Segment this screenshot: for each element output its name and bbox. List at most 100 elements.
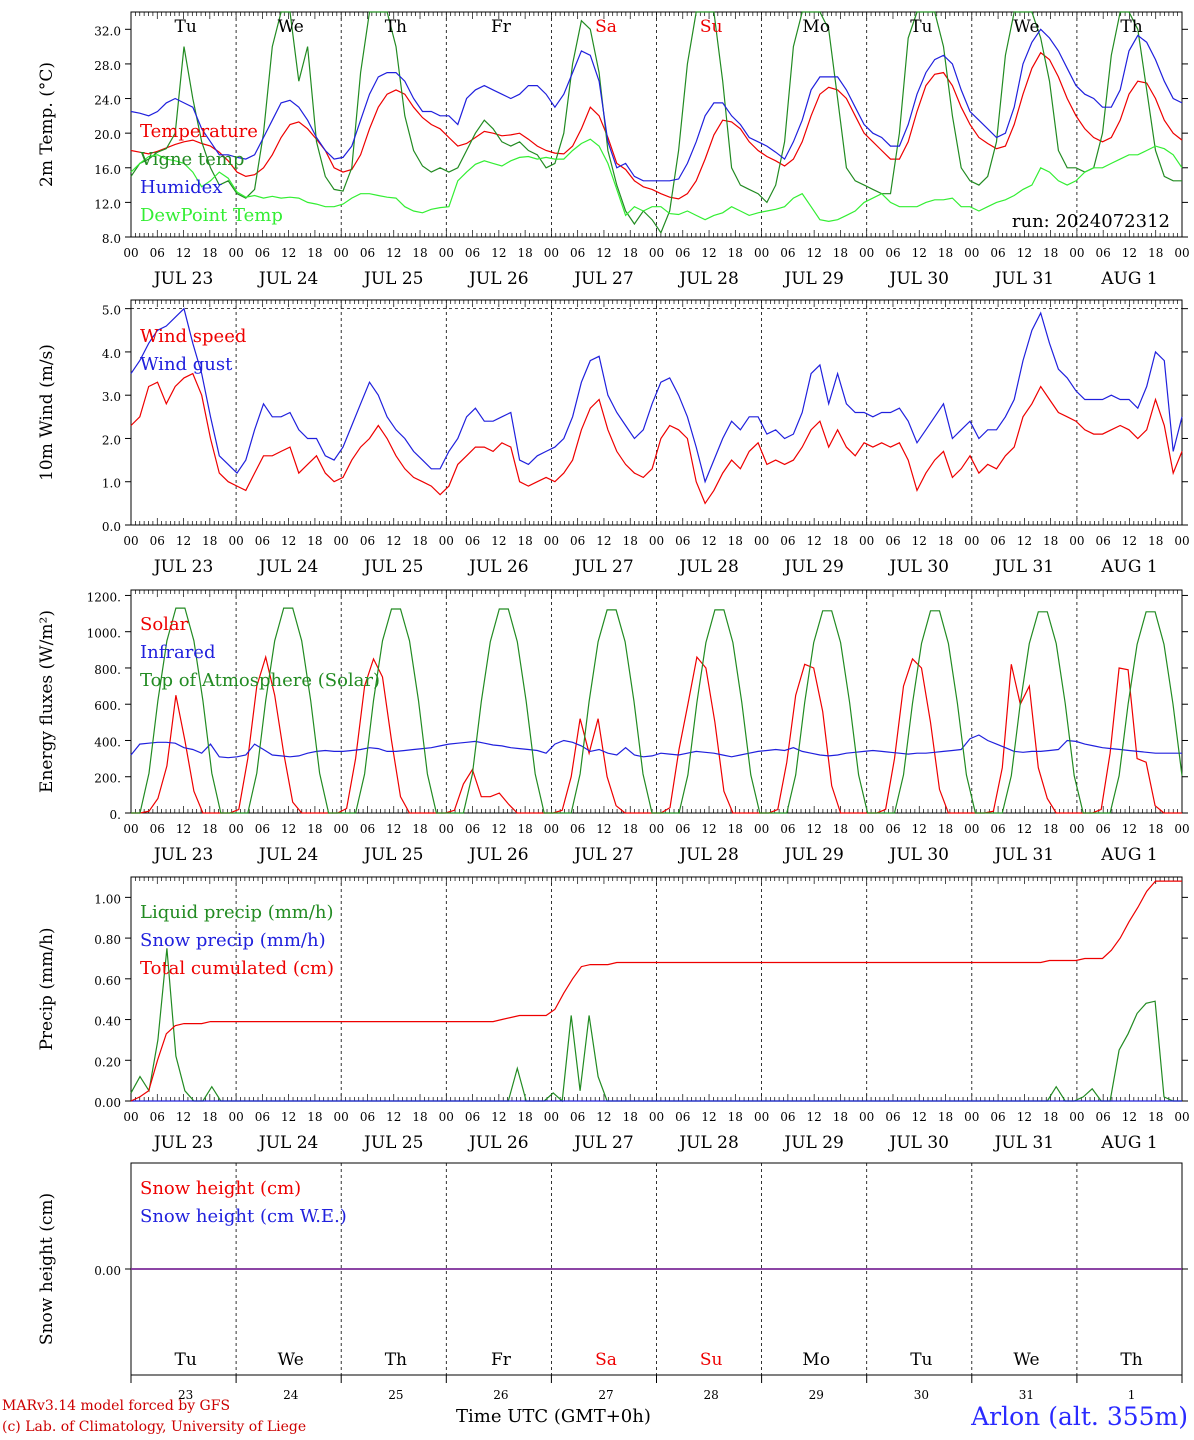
date-label: JUL 28 xyxy=(677,557,738,577)
hour-tick-label: 06 xyxy=(1096,534,1111,548)
y-tick-label: 16.0 xyxy=(94,163,121,177)
hour-tick-label: 06 xyxy=(675,534,690,548)
y-tick-label: 0. xyxy=(110,808,121,822)
y-tick-label: 24.0 xyxy=(94,94,121,108)
legend-entry: DewPoint Temp xyxy=(140,205,283,226)
hour-tick-label: 06 xyxy=(255,822,270,836)
date-label: JUL 30 xyxy=(888,845,949,865)
day-of-week-label: Th xyxy=(1120,17,1142,37)
hour-tick-label: 12 xyxy=(596,1110,611,1124)
legend-entry: Vigne temp xyxy=(139,149,244,170)
hour-tick-label: 18 xyxy=(938,822,953,836)
y-axis-label: Energy fluxes (W/m²) xyxy=(37,610,57,793)
hour-tick-label: 00 xyxy=(649,246,664,260)
y-axis-label: Precip (mm/h) xyxy=(37,927,57,1050)
hour-tick-label: 12 xyxy=(912,1110,927,1124)
hour-tick-label: 00 xyxy=(649,534,664,548)
date-label: JUL 26 xyxy=(467,557,528,577)
hour-tick-label: 12 xyxy=(596,534,611,548)
legend-entry: Total cumulated (cm) xyxy=(140,958,334,979)
hour-tick-label: 18 xyxy=(938,1110,953,1124)
hour-tick-label: 12 xyxy=(491,246,506,260)
hour-tick-label: 18 xyxy=(1043,1110,1058,1124)
hour-tick-label: 06 xyxy=(150,246,165,260)
panel-frame xyxy=(130,11,1183,238)
hour-tick-label: 06 xyxy=(360,1110,375,1124)
date-label: JUL 31 xyxy=(993,269,1054,289)
day-of-week-label: Sa xyxy=(595,17,617,37)
hour-tick-label: 00 xyxy=(1069,246,1084,260)
date-label: JUL 25 xyxy=(362,557,423,577)
y-tick-label: 0.80 xyxy=(94,933,121,947)
hour-tick-label: 18 xyxy=(623,1110,638,1124)
hour-tick-label: 12 xyxy=(1122,1110,1137,1124)
hour-tick-label: 12 xyxy=(281,534,296,548)
y-tick-label: 2.0 xyxy=(102,433,121,447)
date-label: JUL 23 xyxy=(152,557,213,577)
date-label: JUL 27 xyxy=(572,269,633,289)
legend-entry: Humidex xyxy=(140,177,222,198)
y-tick-label: 0.0 xyxy=(102,520,121,534)
series-line-wind-gust xyxy=(130,307,1183,484)
hour-tick-label: 00 xyxy=(228,246,243,260)
hour-tick-label: 12 xyxy=(701,1110,716,1124)
day-of-week-label: Su xyxy=(700,17,723,37)
day-of-week-label: We xyxy=(278,17,304,37)
hour-tick-label: 12 xyxy=(386,822,401,836)
legend-entry: Temperature xyxy=(140,121,258,142)
hour-tick-label: 18 xyxy=(1148,822,1163,836)
date-label: JUL 30 xyxy=(888,269,949,289)
date-label: JUL 29 xyxy=(782,269,843,289)
date-label: AUG 1 xyxy=(1100,845,1157,865)
hour-tick-label: 00 xyxy=(964,1110,979,1124)
hour-tick-label: 12 xyxy=(1122,822,1137,836)
credit-line-2: (c) Lab. of Climatology, University of L… xyxy=(2,1419,307,1435)
hour-tick-label: 12 xyxy=(176,1110,191,1124)
hour-tick-label: 18 xyxy=(307,246,322,260)
day-number-label: 26 xyxy=(493,1388,508,1402)
hour-tick-label: 12 xyxy=(701,534,716,548)
y-tick-label: 1.00 xyxy=(94,892,121,906)
hour-tick-label: 00 xyxy=(859,246,874,260)
hour-tick-label: 06 xyxy=(150,1110,165,1124)
hour-tick-label: 00 xyxy=(1174,246,1189,260)
hour-tick-label: 06 xyxy=(675,246,690,260)
y-tick-label: 5.0 xyxy=(102,304,121,318)
series-line-top-of-atmosphere-solar- xyxy=(131,607,1183,814)
hour-tick-label: 18 xyxy=(517,534,532,548)
legend-entry: Infrared xyxy=(140,642,215,663)
hour-tick-label: 00 xyxy=(123,246,138,260)
hour-tick-label: 06 xyxy=(780,1110,795,1124)
day-number-label: 27 xyxy=(598,1388,613,1402)
hour-tick-label: 18 xyxy=(412,1110,427,1124)
day-of-week-label: Su xyxy=(700,1350,723,1370)
panel-2: 0.0 1.0 2.0 3.0 4.0 5.0 10m Wind (m/s) Wind spe… xyxy=(37,299,1190,577)
day-of-week-label: We xyxy=(1013,17,1039,37)
date-label: JUL 30 xyxy=(888,1133,949,1153)
date-label: JUL 25 xyxy=(362,1133,423,1153)
hour-tick-label: 18 xyxy=(202,246,217,260)
y-tick-label: 1200. xyxy=(87,590,121,604)
hour-tick-label: 06 xyxy=(885,534,900,548)
day-of-week-label: We xyxy=(1013,1350,1039,1370)
date-label: JUL 23 xyxy=(152,845,213,865)
hour-tick-label: 00 xyxy=(544,822,559,836)
hour-tick-label: 12 xyxy=(807,822,822,836)
hour-tick-label: 00 xyxy=(439,534,454,548)
hour-tick-label: 06 xyxy=(255,1110,270,1124)
legend-entry: Snow height (cm) xyxy=(140,1178,301,1199)
y-axis-label: 10m Wind (m/s) xyxy=(37,344,57,481)
day-of-week-label: Fr xyxy=(491,1350,512,1370)
date-label: JUL 26 xyxy=(467,845,528,865)
x-axis-title: Time UTC (GMT+0h) xyxy=(456,1406,651,1427)
hour-tick-label: 06 xyxy=(465,1110,480,1124)
y-tick-label: 0.20 xyxy=(94,1055,121,1069)
hour-tick-label: 18 xyxy=(623,534,638,548)
hour-tick-label: 06 xyxy=(1096,246,1111,260)
day-of-week-label: Fr xyxy=(491,17,512,37)
hour-tick-label: 00 xyxy=(334,822,349,836)
hour-tick-label: 06 xyxy=(990,534,1005,548)
hour-tick-label: 00 xyxy=(439,1110,454,1124)
hour-tick-label: 12 xyxy=(386,1110,401,1124)
hour-tick-label: 00 xyxy=(754,822,769,836)
